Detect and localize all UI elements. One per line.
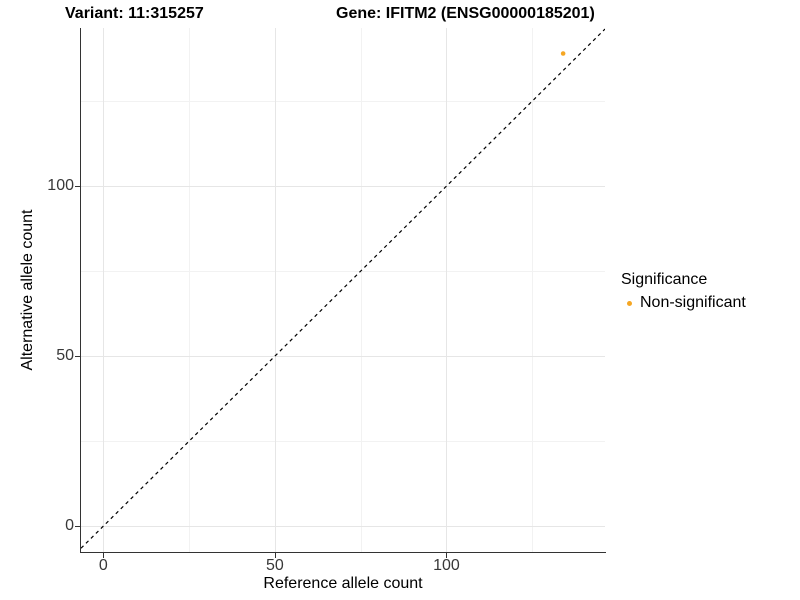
y-tick-mark xyxy=(75,526,80,528)
x-tick-mark xyxy=(103,553,105,558)
y-tick-label: 100 xyxy=(47,177,74,195)
y-tick-mark xyxy=(75,356,80,358)
y-major-gridline xyxy=(81,356,605,358)
legend-item-non-significant: Non-significant xyxy=(621,294,746,312)
y-major-gridline xyxy=(81,526,605,528)
identity-dashed-line xyxy=(81,28,605,549)
legend-key xyxy=(621,295,638,312)
x-major-gridline xyxy=(103,28,105,552)
legend-title: Significance xyxy=(621,271,708,288)
y-minor-gridline xyxy=(81,101,605,103)
x-major-gridline xyxy=(446,28,448,552)
y-tick-label: 0 xyxy=(65,517,74,535)
y-minor-gridline xyxy=(81,271,605,273)
y-minor-gridline xyxy=(81,441,605,443)
plot-panel xyxy=(81,28,605,552)
variant-title: Variant: 11:315257 xyxy=(65,5,204,22)
x-axis-line xyxy=(79,551,606,553)
legend-item-label: Non-significant xyxy=(640,294,746,311)
x-major-gridline xyxy=(274,28,276,552)
x-tick-label: 50 xyxy=(265,557,284,574)
significance-legend: Significance Non-significant xyxy=(621,271,746,312)
gene-title: Gene: IFITM2 (ENSG00000185201) xyxy=(336,5,595,22)
x-minor-gridline xyxy=(360,28,362,552)
y-tick-mark xyxy=(75,186,80,188)
x-minor-gridline xyxy=(189,28,191,552)
x-tick-mark xyxy=(274,553,276,558)
y-axis-line xyxy=(79,28,81,553)
data-point xyxy=(560,51,566,56)
x-tick-label: 100 xyxy=(433,557,460,574)
y-major-gridline xyxy=(81,186,605,188)
x-tick-label: 0 xyxy=(98,557,108,574)
x-minor-gridline xyxy=(532,28,534,552)
y-tick-label: 50 xyxy=(56,347,74,365)
x-tick-mark xyxy=(446,553,448,558)
x-axis-title: Reference allele count xyxy=(263,575,423,592)
data-layer xyxy=(81,28,605,549)
non-significant-dot-icon xyxy=(627,300,632,306)
